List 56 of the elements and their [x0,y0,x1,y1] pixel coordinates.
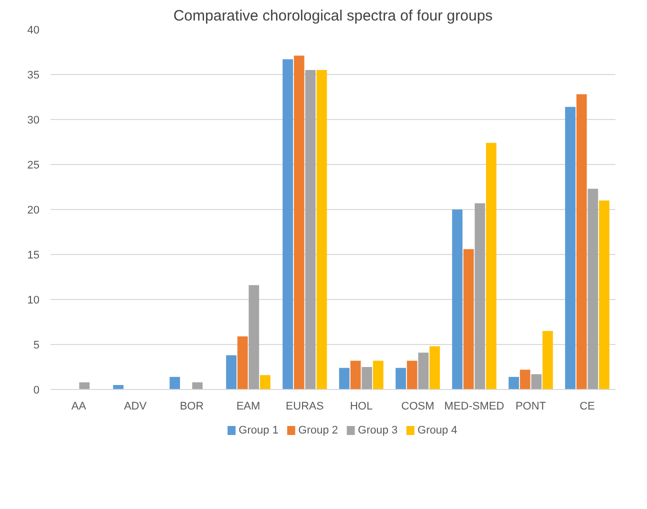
bar [531,374,542,390]
bar [406,360,418,390]
bar [542,331,553,390]
bar [192,382,203,390]
x-tick-label: EURAS [286,400,324,412]
bar [430,346,440,390]
bar [339,368,350,390]
y-tick-label: 35 [27,70,40,82]
bar [260,375,270,390]
y-tick-label: 5 [33,340,40,352]
y-tick-label: 40 [27,24,40,36]
legend-label: Group 2 [298,424,338,436]
bar [305,70,316,390]
bar [237,336,248,390]
bar [362,367,372,390]
y-tick-label: 25 [27,160,40,172]
bar [294,56,304,390]
legend-label: Group 1 [238,424,278,436]
x-tick-label: EAM [236,400,260,412]
y-tick-label: 20 [27,204,40,216]
bar [418,352,429,390]
y-tick-label: 10 [27,294,40,306]
bar [508,376,519,390]
bar [486,142,496,390]
bar [396,368,406,390]
x-tick-label: BOR [180,400,204,412]
x-tick-label: MED-SMED [444,400,504,412]
y-tick-label: 30 [27,114,40,126]
bar [373,360,384,390]
x-tick-label: COSM [401,400,434,412]
x-tick-label: CE [580,400,595,412]
bar [474,203,486,390]
chart-title: Comparative chorological spectra of four groups [173,8,493,24]
bar [170,376,180,390]
legend-label: Group 3 [358,424,398,436]
y-tick-label: 15 [27,250,40,262]
bar [282,59,293,390]
legend-label: Group 4 [418,424,458,436]
bar [316,70,327,390]
bar [588,188,598,390]
x-tick-label: PONT [515,400,546,412]
y-tick-label: 0 [33,384,40,396]
bar [113,385,124,390]
bar [248,285,260,390]
x-tick-label: HOL [350,400,373,412]
x-tick-label: AA [71,400,87,412]
bar [576,94,587,390]
bar [79,382,90,390]
bar [599,200,610,390]
bar [226,355,236,390]
bar [520,370,530,390]
bar [463,249,474,390]
x-tick-label: ADV [124,400,148,412]
bar [452,210,462,390]
bar [350,360,361,390]
bar [565,106,576,390]
